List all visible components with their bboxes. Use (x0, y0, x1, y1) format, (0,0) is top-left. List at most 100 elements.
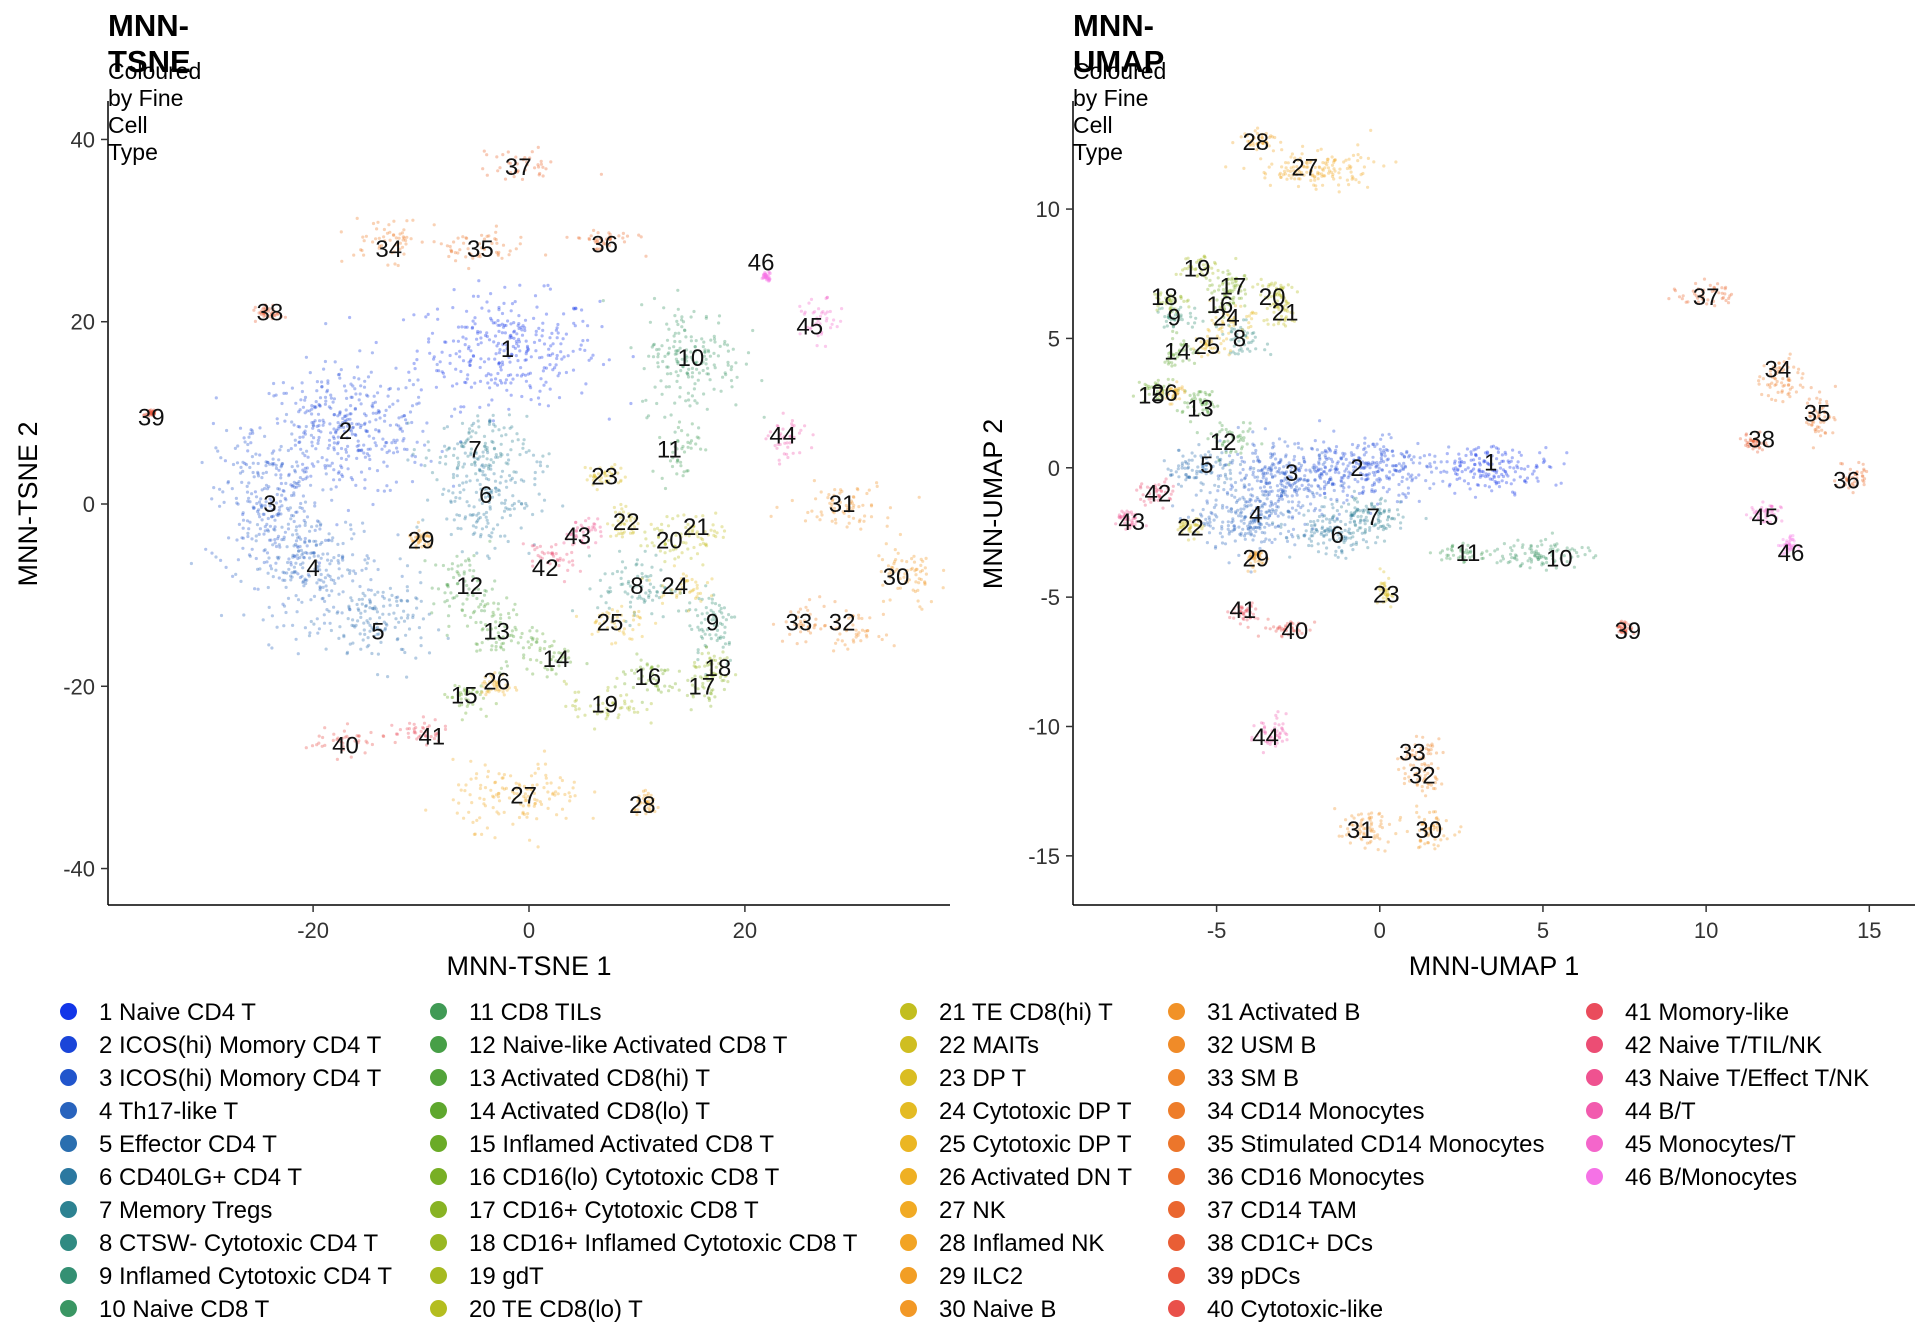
data-point (1385, 475, 1388, 478)
data-point (1394, 469, 1397, 472)
data-point (1407, 486, 1410, 489)
data-point (1279, 459, 1282, 462)
data-point (1263, 485, 1266, 488)
data-point (1262, 502, 1265, 505)
data-point (1230, 494, 1233, 497)
data-point (1460, 461, 1463, 464)
data-point (1286, 540, 1289, 543)
data-point (1323, 487, 1326, 490)
data-point (1396, 500, 1399, 503)
data-point (1512, 466, 1515, 469)
data-point (1274, 502, 1277, 505)
data-point (1277, 505, 1280, 508)
data-point (1390, 436, 1393, 439)
data-point (1391, 450, 1394, 453)
data-point (1200, 489, 1203, 492)
data-point (1383, 451, 1386, 454)
data-point (1387, 458, 1390, 461)
data-point (1291, 517, 1294, 520)
data-point (1362, 486, 1365, 489)
data-point (1270, 473, 1273, 476)
data-point (1362, 538, 1365, 541)
data-point (1259, 480, 1262, 483)
data-point (1268, 481, 1271, 484)
data-point (1213, 484, 1216, 487)
data-point (1379, 438, 1382, 441)
data-point (1293, 442, 1296, 445)
data-point (1243, 461, 1246, 464)
data-point (1283, 440, 1286, 443)
data-point (1433, 461, 1436, 464)
data-point (1343, 452, 1346, 455)
data-point (1181, 455, 1184, 458)
data-point (1265, 482, 1268, 485)
data-point (1520, 467, 1523, 470)
data-point (1511, 449, 1514, 452)
data-point (1304, 469, 1307, 472)
data-point (1300, 447, 1303, 450)
data-point (1334, 471, 1337, 474)
data-point (1412, 455, 1415, 458)
data-point (1311, 491, 1314, 494)
data-point (1499, 467, 1502, 470)
data-point (1285, 536, 1288, 539)
data-point (1544, 446, 1547, 449)
data-point (1240, 479, 1243, 482)
data-point (1490, 489, 1493, 492)
data-point (1504, 451, 1507, 454)
data-point (1221, 541, 1224, 544)
data-point (1325, 483, 1328, 486)
data-point (1259, 486, 1262, 489)
data-point (1418, 462, 1421, 465)
data-point (1292, 528, 1295, 531)
data-point (1475, 447, 1478, 450)
data-point (1206, 502, 1209, 505)
data-point (1505, 481, 1508, 484)
data-point (1355, 543, 1358, 546)
data-point (1256, 479, 1259, 482)
data-point (1407, 492, 1410, 495)
data-point (1322, 541, 1325, 544)
data-point (1236, 499, 1239, 502)
data-point (1359, 519, 1362, 522)
data-point (1227, 524, 1230, 527)
data-point (1310, 484, 1313, 487)
data-point (1202, 508, 1205, 511)
data-point (1381, 469, 1384, 472)
data-point (1407, 473, 1410, 476)
data-point (1307, 483, 1310, 486)
data-point (1377, 470, 1380, 473)
data-point (1260, 469, 1263, 472)
data-point (1327, 447, 1330, 450)
data-point (1508, 466, 1511, 469)
data-point (1479, 474, 1482, 477)
data-point (1271, 446, 1274, 449)
data-point (1266, 491, 1269, 494)
data-point (1227, 510, 1230, 513)
data-point (1286, 445, 1289, 448)
data-point (1248, 483, 1251, 486)
data-point (1291, 494, 1294, 497)
data-point (1327, 457, 1330, 460)
data-point (1214, 461, 1217, 464)
data-point (1181, 466, 1184, 469)
data-point (1334, 550, 1337, 553)
data-point (1535, 476, 1538, 479)
data-point (1274, 466, 1277, 469)
data-point (1328, 518, 1331, 521)
data-point (1332, 514, 1335, 517)
data-point (1384, 454, 1387, 457)
data-point (1261, 490, 1264, 493)
data-point (1323, 492, 1326, 495)
data-point (1175, 470, 1178, 473)
data-point (1266, 497, 1269, 500)
data-point (1317, 542, 1320, 545)
data-point (1378, 477, 1381, 480)
data-point (1207, 523, 1210, 526)
data-point (1412, 461, 1415, 464)
data-point (1379, 448, 1382, 451)
data-point (1370, 490, 1373, 493)
data-point (1366, 546, 1369, 549)
data-point (1363, 442, 1366, 445)
